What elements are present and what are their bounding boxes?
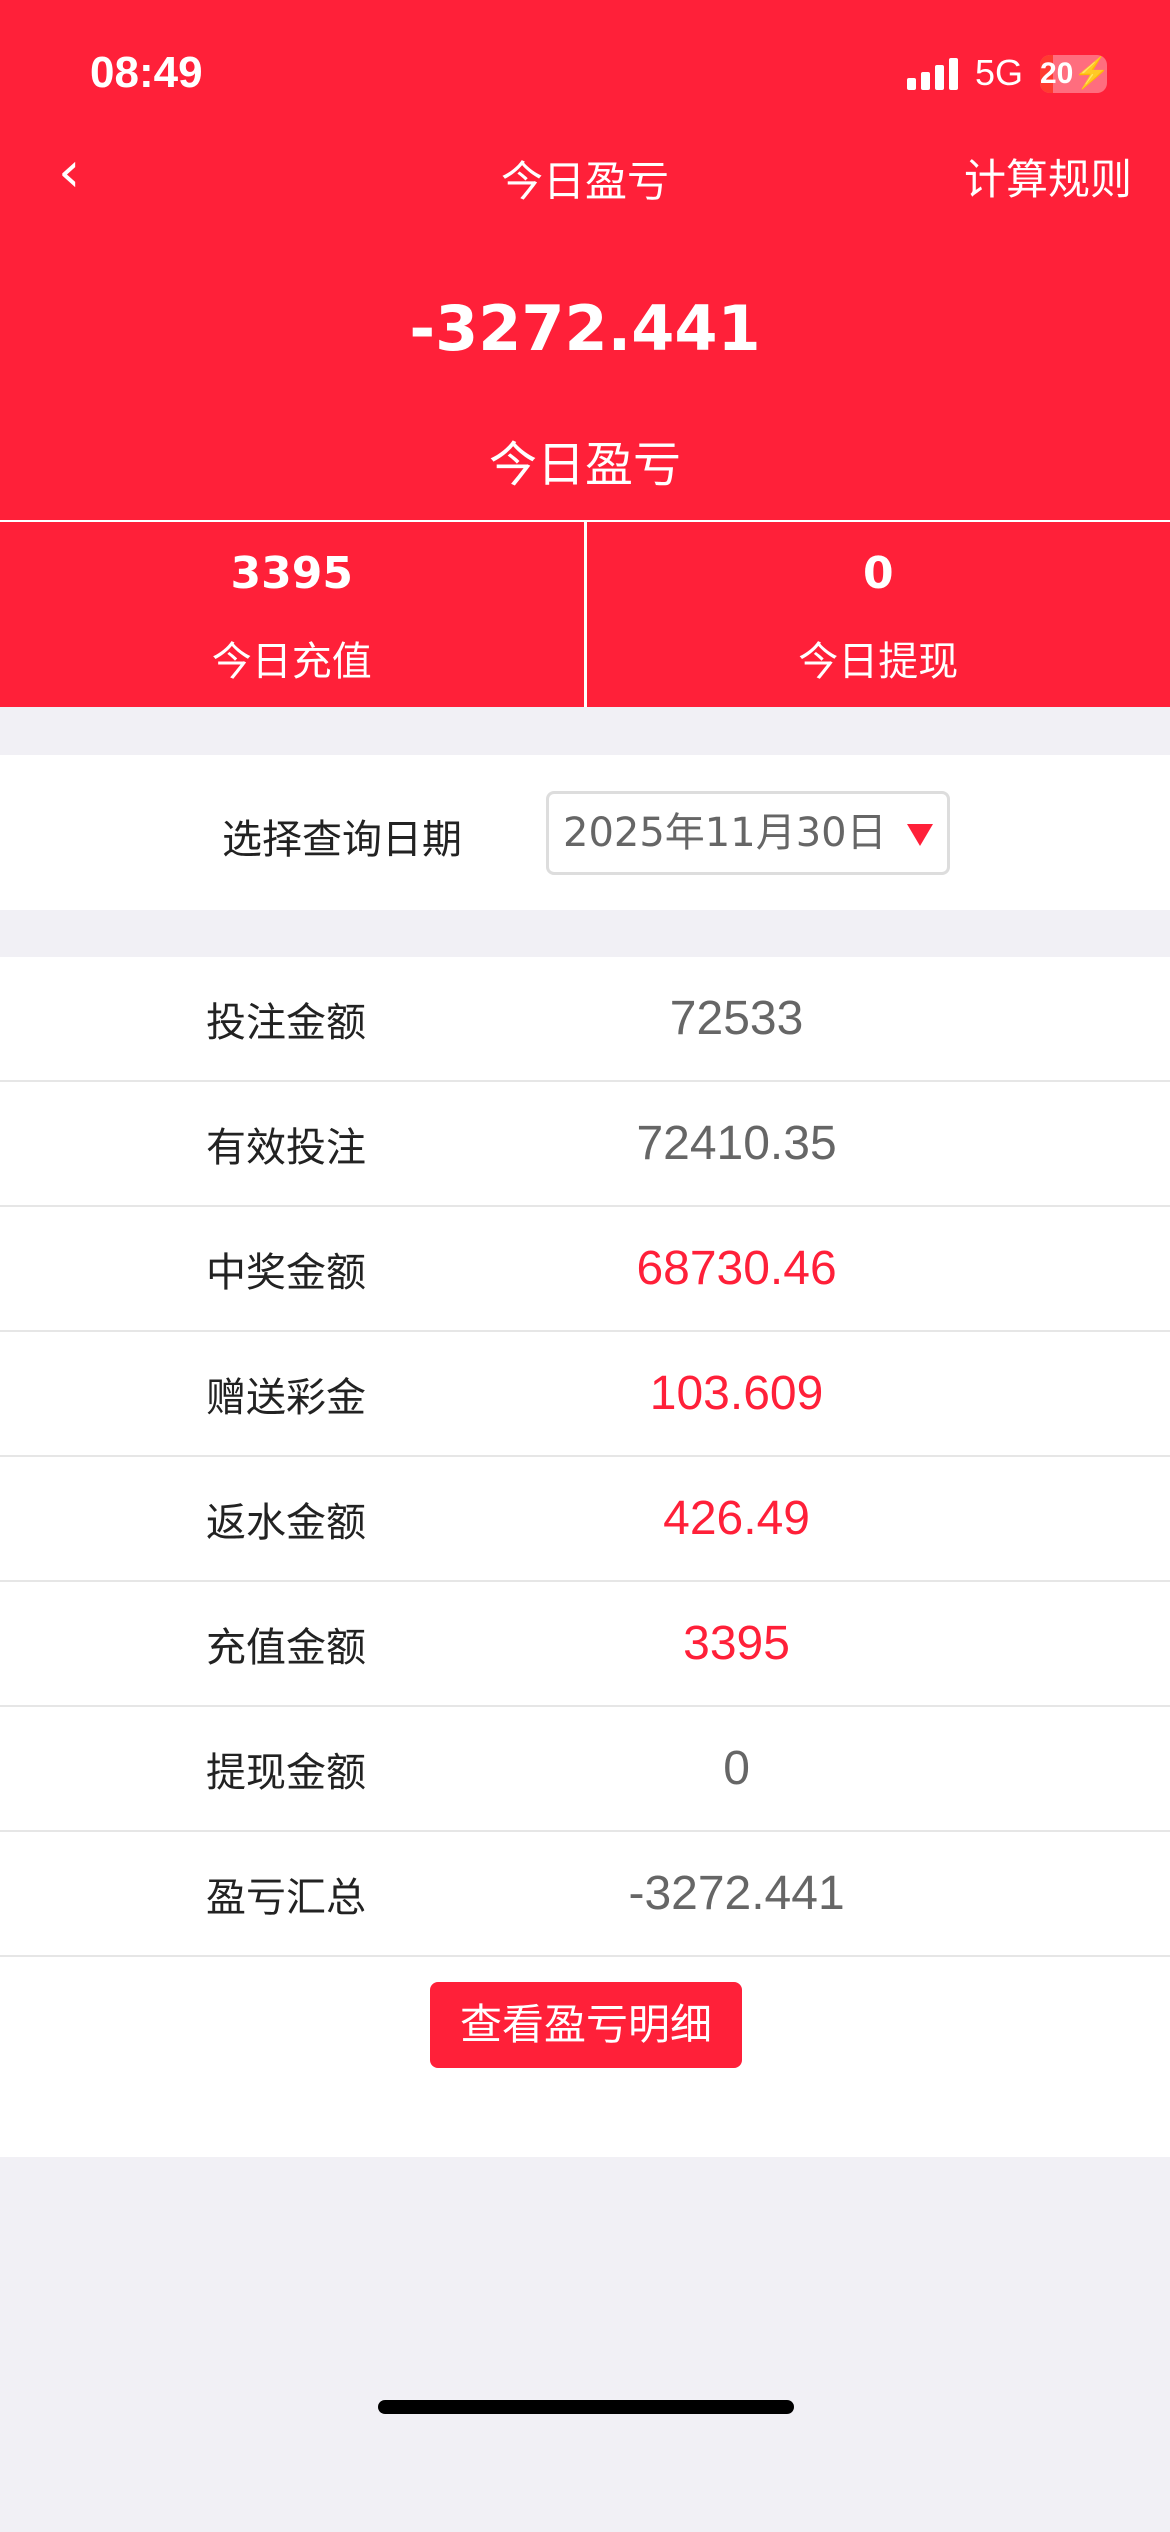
page-title: 今日盈亏 — [500, 157, 669, 206]
row-label: 充值金额 — [206, 1624, 366, 1671]
list-row: 充值金额 3395 — [0, 1582, 1170, 1707]
stat-label: 今日提现 — [798, 639, 959, 685]
date-filter: 选择查询日期 2025年11月30日 — [0, 755, 1170, 910]
network-type: 5G — [975, 52, 1024, 93]
list-row: 盈亏汇总 -3272.441 — [0, 1832, 1170, 1957]
battery-icon: 20⚡ — [1040, 55, 1107, 93]
summary-list: 投注金额 72533 有效投注 72410.35 中奖金额 68730.46 赠送彩金 103… — [0, 957, 1170, 2157]
date-value: 2025年11月30日 — [563, 810, 887, 856]
list-row: 赠送彩金 103.609 — [0, 1332, 1170, 1457]
row-value: 103.609 — [649, 1367, 824, 1420]
stat-recharge: 3395 今日充值 — [0, 522, 587, 707]
row-value: 3395 — [683, 1617, 790, 1670]
list-row: 提现金额 0 — [0, 1707, 1170, 1832]
signal-icon — [907, 58, 958, 90]
row-label: 中奖金额 — [206, 1249, 366, 1296]
date-label: 选择查询日期 — [222, 817, 462, 863]
dropdown-triangle-icon — [907, 824, 933, 846]
row-label: 投注金额 — [206, 999, 366, 1046]
row-value: -3272.441 — [628, 1867, 845, 1920]
row-label: 返水金额 — [206, 1499, 366, 1546]
stat-value: 0 — [862, 548, 894, 599]
list-row: 返水金额 426.49 — [0, 1457, 1170, 1582]
battery-level: 20 — [1040, 57, 1074, 90]
row-value: 0 — [723, 1742, 750, 1795]
status-time: 08:49 — [90, 48, 203, 97]
profit-value: -3272.441 — [409, 292, 761, 365]
list-row: 中奖金额 68730.46 — [0, 1207, 1170, 1332]
row-value: 426.49 — [663, 1492, 810, 1545]
row-label: 有效投注 — [206, 1124, 366, 1171]
row-value: 72533 — [669, 992, 804, 1045]
view-detail-button[interactable]: 查看盈亏明细 — [430, 1982, 742, 2068]
row-label: 赠送彩金 — [206, 1374, 366, 1421]
date-picker[interactable]: 2025年11月30日 — [546, 791, 950, 875]
row-label: 提现金额 — [206, 1749, 366, 1796]
list-row: 投注金额 72533 — [0, 957, 1170, 1082]
stat-value: 3395 — [230, 548, 353, 599]
stats-row: 3395 今日充值 0 今日提现 — [0, 520, 1170, 707]
stat-withdraw: 0 今日提现 — [587, 522, 1170, 707]
header: 08:49 5G 20⚡ ‹ 今日盈亏 计算规则 -3272.441 今日盈亏 — [0, 0, 1170, 520]
rules-link[interactable]: 计算规则 — [963, 155, 1132, 204]
list-row: 有效投注 72410.35 — [0, 1082, 1170, 1207]
profit-label: 今日盈亏 — [488, 437, 681, 493]
row-value: 68730.46 — [636, 1242, 837, 1295]
back-chevron-icon[interactable]: ‹ — [58, 140, 81, 205]
row-label: 盈亏汇总 — [206, 1874, 366, 1921]
row-value: 72410.35 — [636, 1117, 837, 1170]
stat-label: 今日充值 — [211, 639, 372, 685]
home-indicator[interactable] — [378, 2400, 794, 2414]
